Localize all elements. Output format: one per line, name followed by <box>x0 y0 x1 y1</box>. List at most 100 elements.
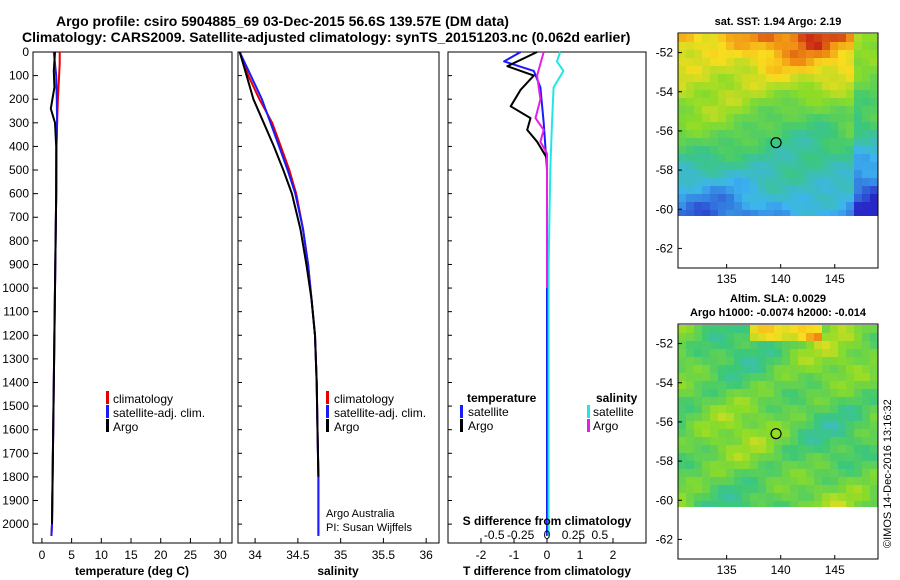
legend-label-climatology: climatology <box>113 392 173 406</box>
heatmap-cell <box>846 50 854 58</box>
heatmap-cell <box>750 194 758 202</box>
heatmap-cell <box>790 162 798 170</box>
heatmap-cell <box>694 106 702 114</box>
heatmap-cell <box>830 58 838 66</box>
heatmap-cell <box>846 210 854 216</box>
heatmap-cell <box>718 437 726 445</box>
heatmap-cell <box>686 469 694 477</box>
legend-label-t-argo: Argo <box>468 419 494 433</box>
heatmap-cell <box>822 194 830 202</box>
heatmap-cell <box>798 42 806 50</box>
heatmap-cell <box>774 170 782 178</box>
legend-title-salinity: salinity <box>596 391 638 405</box>
heatmap-cell <box>846 445 854 453</box>
heatmap-cell <box>814 186 822 194</box>
heatmap-cell <box>846 34 854 42</box>
heatmap-cell <box>830 341 838 349</box>
heatmap-cell <box>822 325 830 333</box>
heatmap-cell <box>726 381 734 389</box>
heatmap-cell <box>758 130 766 138</box>
lat-tick-label: -56 <box>656 415 674 429</box>
heatmap-cell <box>694 202 702 210</box>
sst-map-panel: sat. SST: 1.94 Argo: 2.19 135 140 145 -52 -5… <box>656 16 879 286</box>
heatmap-cell <box>758 58 766 66</box>
heatmap-cell <box>694 194 702 202</box>
heatmap-cell <box>870 357 878 365</box>
depth-tick-label: 300 <box>9 116 29 130</box>
heatmap-cell <box>678 341 686 349</box>
heatmap-cell <box>862 397 870 405</box>
legend-label-s-argo: Argo <box>593 419 619 433</box>
heatmap-cell <box>710 445 718 453</box>
heatmap-cell <box>798 98 806 106</box>
heatmap-cell <box>862 349 870 357</box>
heatmap-cell <box>758 333 766 341</box>
heatmap-cell <box>854 477 862 485</box>
heatmap-cell <box>678 445 686 453</box>
heatmap-cell <box>862 445 870 453</box>
sla-map-axes: 135 140 145 -52 -54 -56 -58 -60 -62 <box>656 337 845 577</box>
heatmap-cell <box>774 130 782 138</box>
heatmap-cell <box>734 365 742 373</box>
heatmap-cell <box>782 493 790 501</box>
heatmap-cell <box>702 202 710 210</box>
heatmap-cell <box>830 90 838 98</box>
heatmap-cell <box>838 50 846 58</box>
heatmap-cell <box>710 325 718 333</box>
heatmap-cell <box>798 114 806 122</box>
x-tick-label: 35 <box>334 548 348 562</box>
heatmap-cell <box>790 106 798 114</box>
heatmap-cell <box>790 429 798 437</box>
heatmap-cell <box>830 170 838 178</box>
heatmap-cell <box>702 421 710 429</box>
heatmap-cell <box>694 461 702 469</box>
heatmap-cell <box>806 210 814 216</box>
heatmap-cell <box>726 453 734 461</box>
heatmap-cell <box>862 421 870 429</box>
heatmap-cell <box>782 90 790 98</box>
heatmap-cell <box>854 365 862 373</box>
heatmap-cell <box>822 186 830 194</box>
heatmap-cell <box>846 162 854 170</box>
heatmap-cell <box>806 349 814 357</box>
heatmap-cell <box>766 82 774 90</box>
heatmap-cell <box>734 325 742 333</box>
heatmap-cell <box>790 154 798 162</box>
x-tick-label: 36 <box>419 548 433 562</box>
heatmap-cell <box>750 341 758 349</box>
heatmap-cell <box>766 477 774 485</box>
heatmap-cell <box>678 357 686 365</box>
heatmap-cell <box>702 429 710 437</box>
heatmap-cell <box>806 325 814 333</box>
heatmap-cell <box>742 469 750 477</box>
heatmap-cell <box>766 74 774 82</box>
heatmap-cell <box>798 194 806 202</box>
depth-tick-label: 1000 <box>2 281 29 295</box>
imos-credit: ©IMOS 14-Dec-2016 13:16:32 <box>882 399 894 548</box>
heatmap-cell <box>678 373 686 381</box>
heatmap-cell <box>822 178 830 186</box>
heatmap-cell <box>822 202 830 210</box>
heatmap-cell <box>774 66 782 74</box>
sst-heatmap <box>678 34 878 216</box>
heatmap-cell <box>782 82 790 90</box>
heatmap-cell <box>766 98 774 106</box>
heatmap-cell <box>782 34 790 42</box>
heatmap-cell <box>790 445 798 453</box>
heatmap-cell <box>790 477 798 485</box>
heatmap-cell <box>726 437 734 445</box>
heatmap-cell <box>822 162 830 170</box>
heatmap-cell <box>750 437 758 445</box>
heatmap-cell <box>686 90 694 98</box>
heatmap-cell <box>830 501 838 507</box>
heatmap-cell <box>806 437 814 445</box>
heatmap-cell <box>702 397 710 405</box>
heatmap-cell <box>726 341 734 349</box>
heatmap-cell <box>678 170 686 178</box>
heatmap-cell <box>830 333 838 341</box>
heatmap-cell <box>838 485 846 493</box>
heatmap-cell <box>718 138 726 146</box>
heatmap-cell <box>838 469 846 477</box>
heatmap-cell <box>822 381 830 389</box>
heatmap-cell <box>870 405 878 413</box>
